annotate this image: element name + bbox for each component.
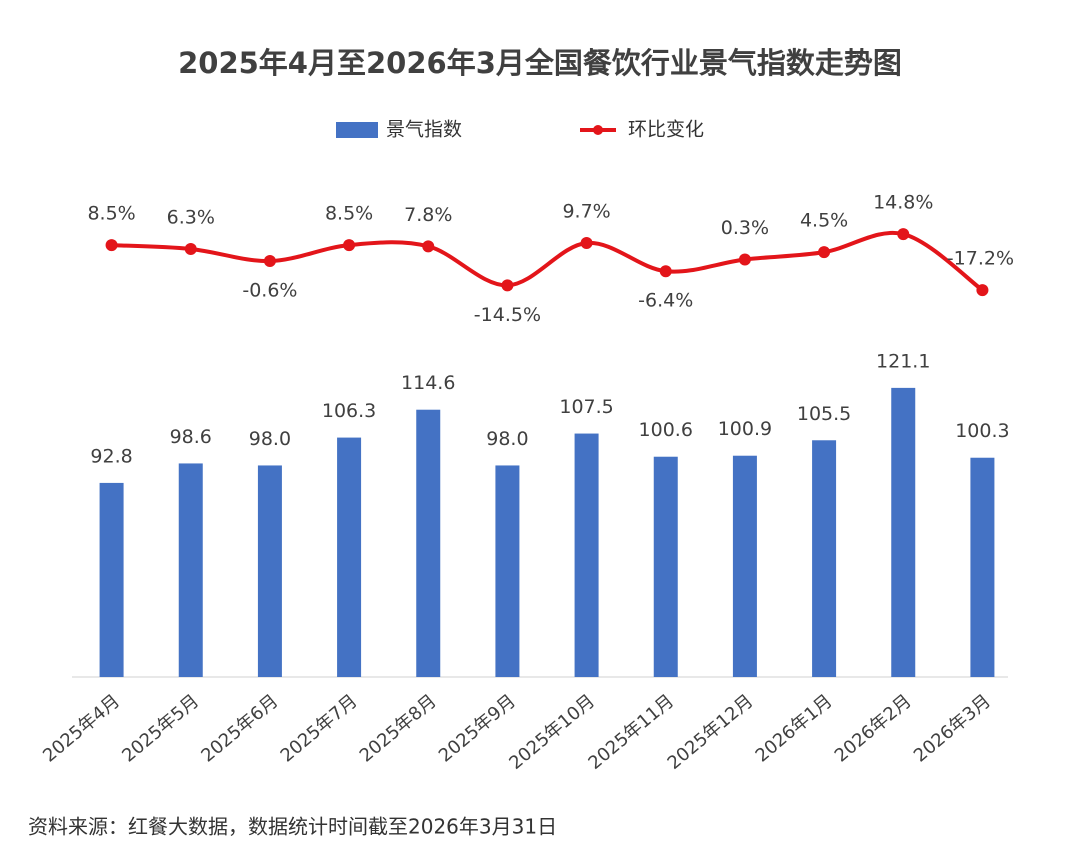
bar [574, 433, 599, 677]
x-tick-label: 2025年5月 [118, 691, 203, 767]
line-point [738, 253, 751, 266]
line-point [105, 239, 118, 252]
legend-label: 环比变化 [628, 119, 704, 141]
x-tick-label: 2025年4月 [39, 691, 124, 767]
x-tick-label: 2026年3月 [910, 691, 995, 767]
line-point [659, 265, 672, 278]
data-label: 8.5% [87, 203, 135, 225]
data-label: 98.0 [249, 428, 291, 450]
x-tick-label: 2025年8月 [356, 691, 441, 767]
x-tick-label: 2025年7月 [277, 691, 362, 767]
bar [99, 482, 124, 677]
data-label: 92.8 [90, 445, 132, 467]
data-label: 106.3 [322, 400, 376, 422]
data-label: 121.1 [876, 350, 930, 372]
line-point [422, 240, 435, 253]
data-label: 100.9 [718, 418, 772, 440]
bar [653, 456, 678, 677]
bar [337, 437, 362, 677]
data-label: 8.5% [325, 203, 373, 225]
data-label: 98.0 [486, 428, 528, 450]
bar [891, 387, 916, 677]
bar [495, 465, 520, 677]
line-point [897, 228, 910, 241]
x-tick-label: 2026年1月 [752, 691, 837, 767]
chart-title: 2025年4月至2026年3月全国餐饮行业景气指数走势图 [178, 46, 902, 80]
data-label: 6.3% [167, 206, 215, 228]
data-label: 7.8% [404, 204, 452, 226]
line-point [263, 255, 276, 268]
x-tick-label: 2025年10月 [505, 691, 599, 774]
line-point [580, 237, 593, 250]
bar [970, 457, 995, 677]
x-tick-label: 2026年2月 [831, 691, 916, 767]
data-label: 0.3% [721, 217, 769, 239]
data-label: -14.5% [474, 304, 541, 326]
legend-swatch [593, 125, 603, 135]
data-label: 9.7% [562, 201, 610, 223]
bar [416, 409, 441, 677]
legend-swatch [336, 122, 378, 138]
data-label: 107.5 [559, 396, 613, 418]
legend-label: 景气指数 [386, 119, 462, 141]
x-tick-label: 2025年11月 [584, 691, 678, 774]
x-tick-label: 2025年6月 [197, 691, 282, 767]
data-label: 100.3 [955, 420, 1009, 442]
data-label: 98.6 [170, 426, 212, 448]
bar [732, 455, 757, 677]
bar [257, 465, 282, 677]
bar [812, 440, 837, 677]
line-point [184, 242, 197, 255]
data-label: 114.6 [401, 372, 455, 394]
data-label: -17.2% [947, 248, 1014, 270]
line-point [818, 246, 831, 259]
line-point [343, 239, 356, 252]
line-point [976, 284, 989, 297]
line-point [501, 279, 514, 292]
bar [178, 463, 203, 677]
data-label: -6.4% [638, 290, 693, 312]
data-label: 4.5% [800, 210, 848, 232]
x-tick-label: 2025年12月 [664, 691, 758, 774]
data-label: 100.6 [639, 419, 693, 441]
data-label: 105.5 [797, 403, 851, 425]
data-label: 14.8% [873, 192, 933, 214]
data-label: -0.6% [242, 280, 297, 302]
source-note: 资料来源：红餐大数据，数据统计时间截至2026年3月31日 [28, 815, 557, 839]
